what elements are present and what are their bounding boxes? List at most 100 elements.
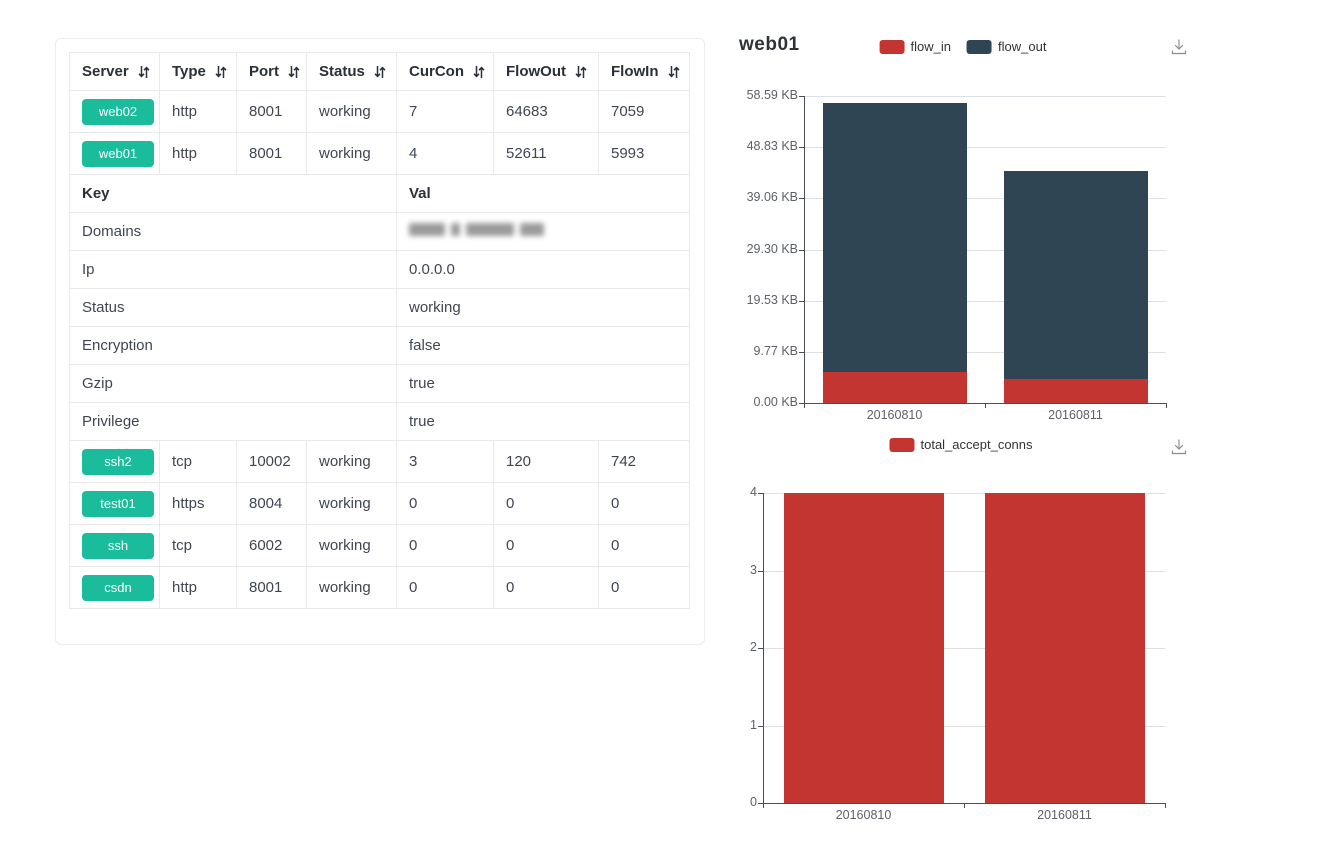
status-cell: working — [306, 566, 397, 609]
y-axis-tick — [799, 198, 804, 200]
table-row-ssh2: ssh2 tcp 10002 working 3 120 742 — [69, 440, 690, 483]
server-badge-ssh[interactable]: ssh — [82, 532, 154, 559]
kv-val-cell: working — [396, 288, 690, 327]
port-cell: 8001 — [236, 132, 307, 175]
conns-chart-download-button[interactable] — [1168, 437, 1190, 459]
column-header-content: FlowOut — [506, 63, 587, 80]
sort-icon — [288, 65, 300, 78]
column-header-status[interactable]: Status — [306, 52, 397, 91]
column-header-port[interactable]: Port — [236, 52, 307, 91]
type-cell: http — [159, 132, 237, 175]
curcon-cell: 4 — [396, 132, 494, 175]
server-badge-web02[interactable]: web02 — [82, 98, 154, 125]
column-header-content: FlowIn — [611, 63, 680, 80]
server-cell: ssh — [69, 524, 160, 567]
column-header-flowout[interactable]: FlowOut — [493, 52, 599, 91]
bar-flow_in-20160811[interactable] — [1003, 378, 1148, 403]
kv-key-cell: Status — [69, 288, 397, 327]
port-cell: 6002 — [236, 524, 307, 567]
sort-icon — [473, 65, 485, 78]
x-axis-tick — [1165, 803, 1166, 808]
server-table-body: Server Type Port Status CurCon FlowOut FlowIn w… — [69, 52, 690, 609]
bar-flow_out-20160810[interactable] — [822, 103, 967, 373]
port-cell: 8001 — [236, 566, 307, 609]
legend-item-flow_in[interactable]: flow_in — [879, 39, 952, 54]
kv-row-privilege: Privilege true — [69, 402, 690, 441]
type-cell: tcp — [159, 524, 237, 567]
x-axis-tick — [763, 803, 764, 808]
y-axis-tick — [799, 249, 804, 251]
column-header-server[interactable]: Server — [69, 52, 160, 91]
bar-flow_in-20160810[interactable] — [822, 372, 967, 403]
kv-val-header: Val — [396, 174, 690, 213]
server-badge-test01[interactable]: test01 — [82, 490, 154, 517]
bar-total_accept_conns-20160811[interactable] — [984, 493, 1145, 803]
type-cell: http — [159, 90, 237, 133]
x-axis-label-20160810: 20160810 — [835, 808, 892, 822]
bar-flow_out-20160811[interactable] — [1003, 170, 1148, 379]
conns-chart-legend: total_accept_conns — [889, 437, 1033, 452]
legend-swatch-total_accept_conns — [889, 437, 915, 452]
sort-icon — [374, 65, 386, 78]
flowin-cell: 742 — [598, 440, 690, 483]
server-table: Server Type Port Status CurCon FlowOut FlowIn w… — [69, 52, 690, 609]
kv-row-gzip: Gzip true — [69, 364, 690, 403]
column-header-flowin[interactable]: FlowIn — [598, 52, 690, 91]
flowout-cell: 0 — [493, 482, 599, 525]
y-axis-tick — [758, 570, 763, 572]
y-axis-label: 19.53 KB — [746, 292, 798, 307]
server-badge-web01[interactable]: web01 — [82, 140, 154, 167]
flowin-cell: 0 — [598, 482, 690, 525]
kv-key-cell: Privilege — [69, 402, 397, 441]
status-cell: working — [306, 440, 397, 483]
column-header-type[interactable]: Type — [159, 52, 237, 91]
server-badge-csdn[interactable]: csdn — [82, 574, 154, 601]
x-axis-label-20160811: 20160811 — [1048, 408, 1103, 422]
server-cell: ssh2 — [69, 440, 160, 483]
sort-icon — [138, 65, 150, 78]
column-label: Status — [319, 63, 365, 80]
kv-val-cell — [396, 212, 690, 251]
download-icon — [1171, 439, 1187, 455]
flowout-cell: 52611 — [493, 132, 599, 175]
kv-row-ip: Ip 0.0.0.0 — [69, 250, 690, 289]
bar-total_accept_conns-20160810[interactable] — [783, 493, 944, 803]
y-axis-tick — [758, 725, 763, 727]
legend-label-flow_out: flow_out — [998, 39, 1047, 54]
legend-swatch-flow_out — [967, 39, 993, 54]
kv-key-cell: Ip — [69, 250, 397, 289]
sort-icon — [667, 65, 680, 78]
y-axis-tick — [758, 493, 763, 494]
y-axis-line — [804, 96, 805, 403]
server-cell: csdn — [69, 566, 160, 609]
flow-chart-download-button[interactable] — [1168, 37, 1190, 59]
table-row-ssh: ssh tcp 6002 working 0 0 0 — [69, 524, 690, 567]
x-axis-line — [763, 803, 1166, 804]
redacted-domain-value — [409, 223, 544, 236]
legend-item-total_accept_conns[interactable]: total_accept_conns — [889, 437, 1033, 452]
kv-row-encryption: Encryption false — [69, 326, 690, 365]
flowout-cell: 0 — [493, 566, 599, 609]
y-axis-tick — [758, 648, 763, 649]
legend-item-flow_out[interactable]: flow_out — [967, 39, 1046, 54]
legend-label-flow_in: flow_in — [910, 39, 952, 54]
sort-icon — [575, 65, 587, 78]
legend-swatch-flow_in — [879, 39, 905, 54]
y-axis-label: 48.83 KB — [746, 139, 798, 154]
type-cell: http — [159, 566, 237, 609]
status-cell: working — [306, 524, 397, 567]
kv-row-status: Status working — [69, 288, 690, 327]
flow-chart-legend: flow_in flow_out — [879, 39, 1046, 54]
column-label: Type — [172, 63, 206, 80]
column-header-curcon[interactable]: CurCon — [396, 52, 494, 91]
x-axis-tick — [985, 403, 986, 408]
flowin-cell: 5993 — [598, 132, 690, 175]
server-cell: test01 — [69, 482, 160, 525]
legend-label-total_accept_conns: total_accept_conns — [920, 437, 1033, 452]
curcon-cell: 0 — [396, 524, 494, 567]
y-axis-label: 1 — [750, 717, 757, 732]
server-badge-ssh2[interactable]: ssh2 — [82, 448, 154, 475]
table-row-test01: test01 https 8004 working 0 0 0 — [69, 482, 690, 525]
kv-val-cell: 0.0.0.0 — [396, 250, 690, 289]
